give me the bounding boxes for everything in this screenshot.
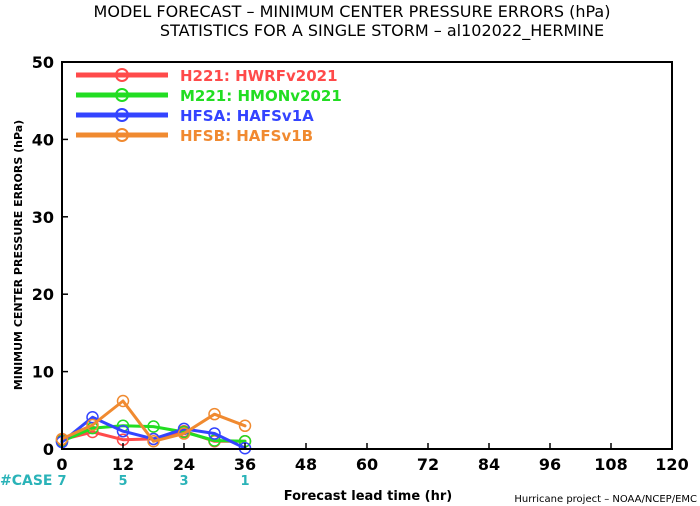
legend-item: H221: HWRFv2021	[76, 67, 338, 85]
chart-subtitle: STATISTICS FOR A SINGLE STORM – al102022…	[160, 21, 604, 41]
y-tick-label: 0	[43, 440, 54, 459]
legend-label: HFSB: HAFSv1B	[180, 127, 313, 145]
credit-text: Hurricane project – NOAA/NCEP/EMC	[514, 494, 697, 505]
legend-item: M221: HMONv2021	[76, 87, 342, 105]
data-point	[116, 394, 130, 408]
data-point	[238, 419, 252, 433]
legend-item: HFSB: HAFSv1B	[76, 127, 313, 145]
y-tick-label: 20	[32, 285, 54, 304]
series-line	[60, 424, 247, 443]
case-count: 3	[179, 474, 188, 489]
x-tick-label: 96	[539, 455, 561, 474]
y-axis-label: MINIMUM CENTER PRESSURE ERRORS (hPa)	[12, 120, 25, 390]
x-tick-label: 72	[417, 455, 439, 474]
x-tick-label: 60	[356, 455, 378, 474]
case-count: 7	[57, 474, 66, 489]
legend-marker	[115, 128, 129, 142]
legend-marker	[115, 68, 129, 82]
case-label: #CASE	[0, 473, 53, 489]
data-point	[208, 427, 221, 440]
plot-area	[55, 394, 252, 455]
plot-frame	[61, 61, 673, 450]
legend-label: M221: HMONv2021	[180, 87, 342, 105]
data-point	[177, 427, 191, 440]
chart-title: MODEL FORECAST – MINIMUM CENTER PRESSURE…	[94, 2, 611, 21]
data-point	[147, 420, 160, 433]
data-point	[208, 407, 221, 421]
series-line	[60, 399, 247, 443]
y-tick-label: 40	[32, 130, 54, 149]
data-point	[86, 418, 99, 432]
y-tick-label: 10	[32, 363, 54, 382]
x-tick-label: 48	[295, 455, 317, 474]
x-tick-label: 36	[234, 455, 256, 474]
x-axis-label: Forecast lead time (hr)	[284, 489, 452, 504]
legend-marker	[115, 88, 129, 102]
legend-label: H221: HWRFv2021	[180, 67, 338, 85]
x-tick-label: 24	[173, 455, 195, 474]
legend: H221: HWRFv2021 M221: HMONv2021 HFSA: HAFS…	[76, 67, 342, 145]
legend-marker	[115, 108, 129, 122]
series-hafsv1b	[55, 394, 252, 448]
data-point	[116, 424, 130, 438]
x-tick-label: 12	[112, 455, 134, 474]
legend-item: HFSA: HAFSv1A	[76, 107, 314, 125]
y-tick-label: 50	[32, 53, 54, 72]
x-tick-label: 120	[655, 455, 688, 474]
x-tick-label: 0	[56, 455, 67, 474]
y-tick-label: 30	[32, 208, 54, 227]
case-count: 5	[118, 474, 127, 489]
legend-label: HFSA: HAFSv1A	[180, 107, 314, 125]
data-point	[86, 411, 99, 424]
x-tick-label: 84	[478, 455, 500, 474]
data-point	[147, 435, 160, 448]
case-count: 1	[240, 474, 249, 489]
x-tick-label: 108	[594, 455, 627, 474]
